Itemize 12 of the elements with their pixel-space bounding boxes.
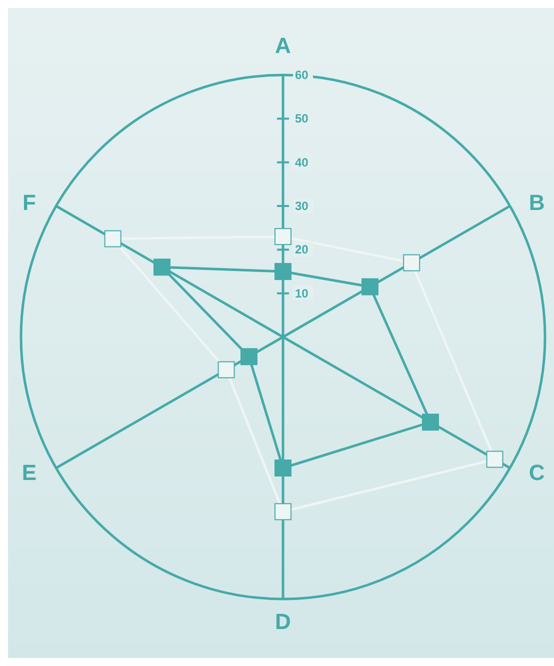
spoke-label: B bbox=[528, 190, 545, 215]
spoke-label: F bbox=[22, 190, 36, 215]
y-tick-label: 20 bbox=[295, 242, 309, 257]
spoke-label: D bbox=[275, 609, 291, 634]
y-tick-label: 60 bbox=[295, 68, 309, 82]
spoke-label: C bbox=[528, 460, 545, 485]
y-tick-label: 30 bbox=[295, 199, 309, 213]
spoke-label: E bbox=[22, 460, 37, 485]
y-tick-label: 40 bbox=[295, 155, 309, 170]
y-tick-label: 50 bbox=[295, 112, 309, 126]
spoke-label: A bbox=[275, 33, 292, 58]
y-tick-label: 10 bbox=[295, 286, 309, 300]
